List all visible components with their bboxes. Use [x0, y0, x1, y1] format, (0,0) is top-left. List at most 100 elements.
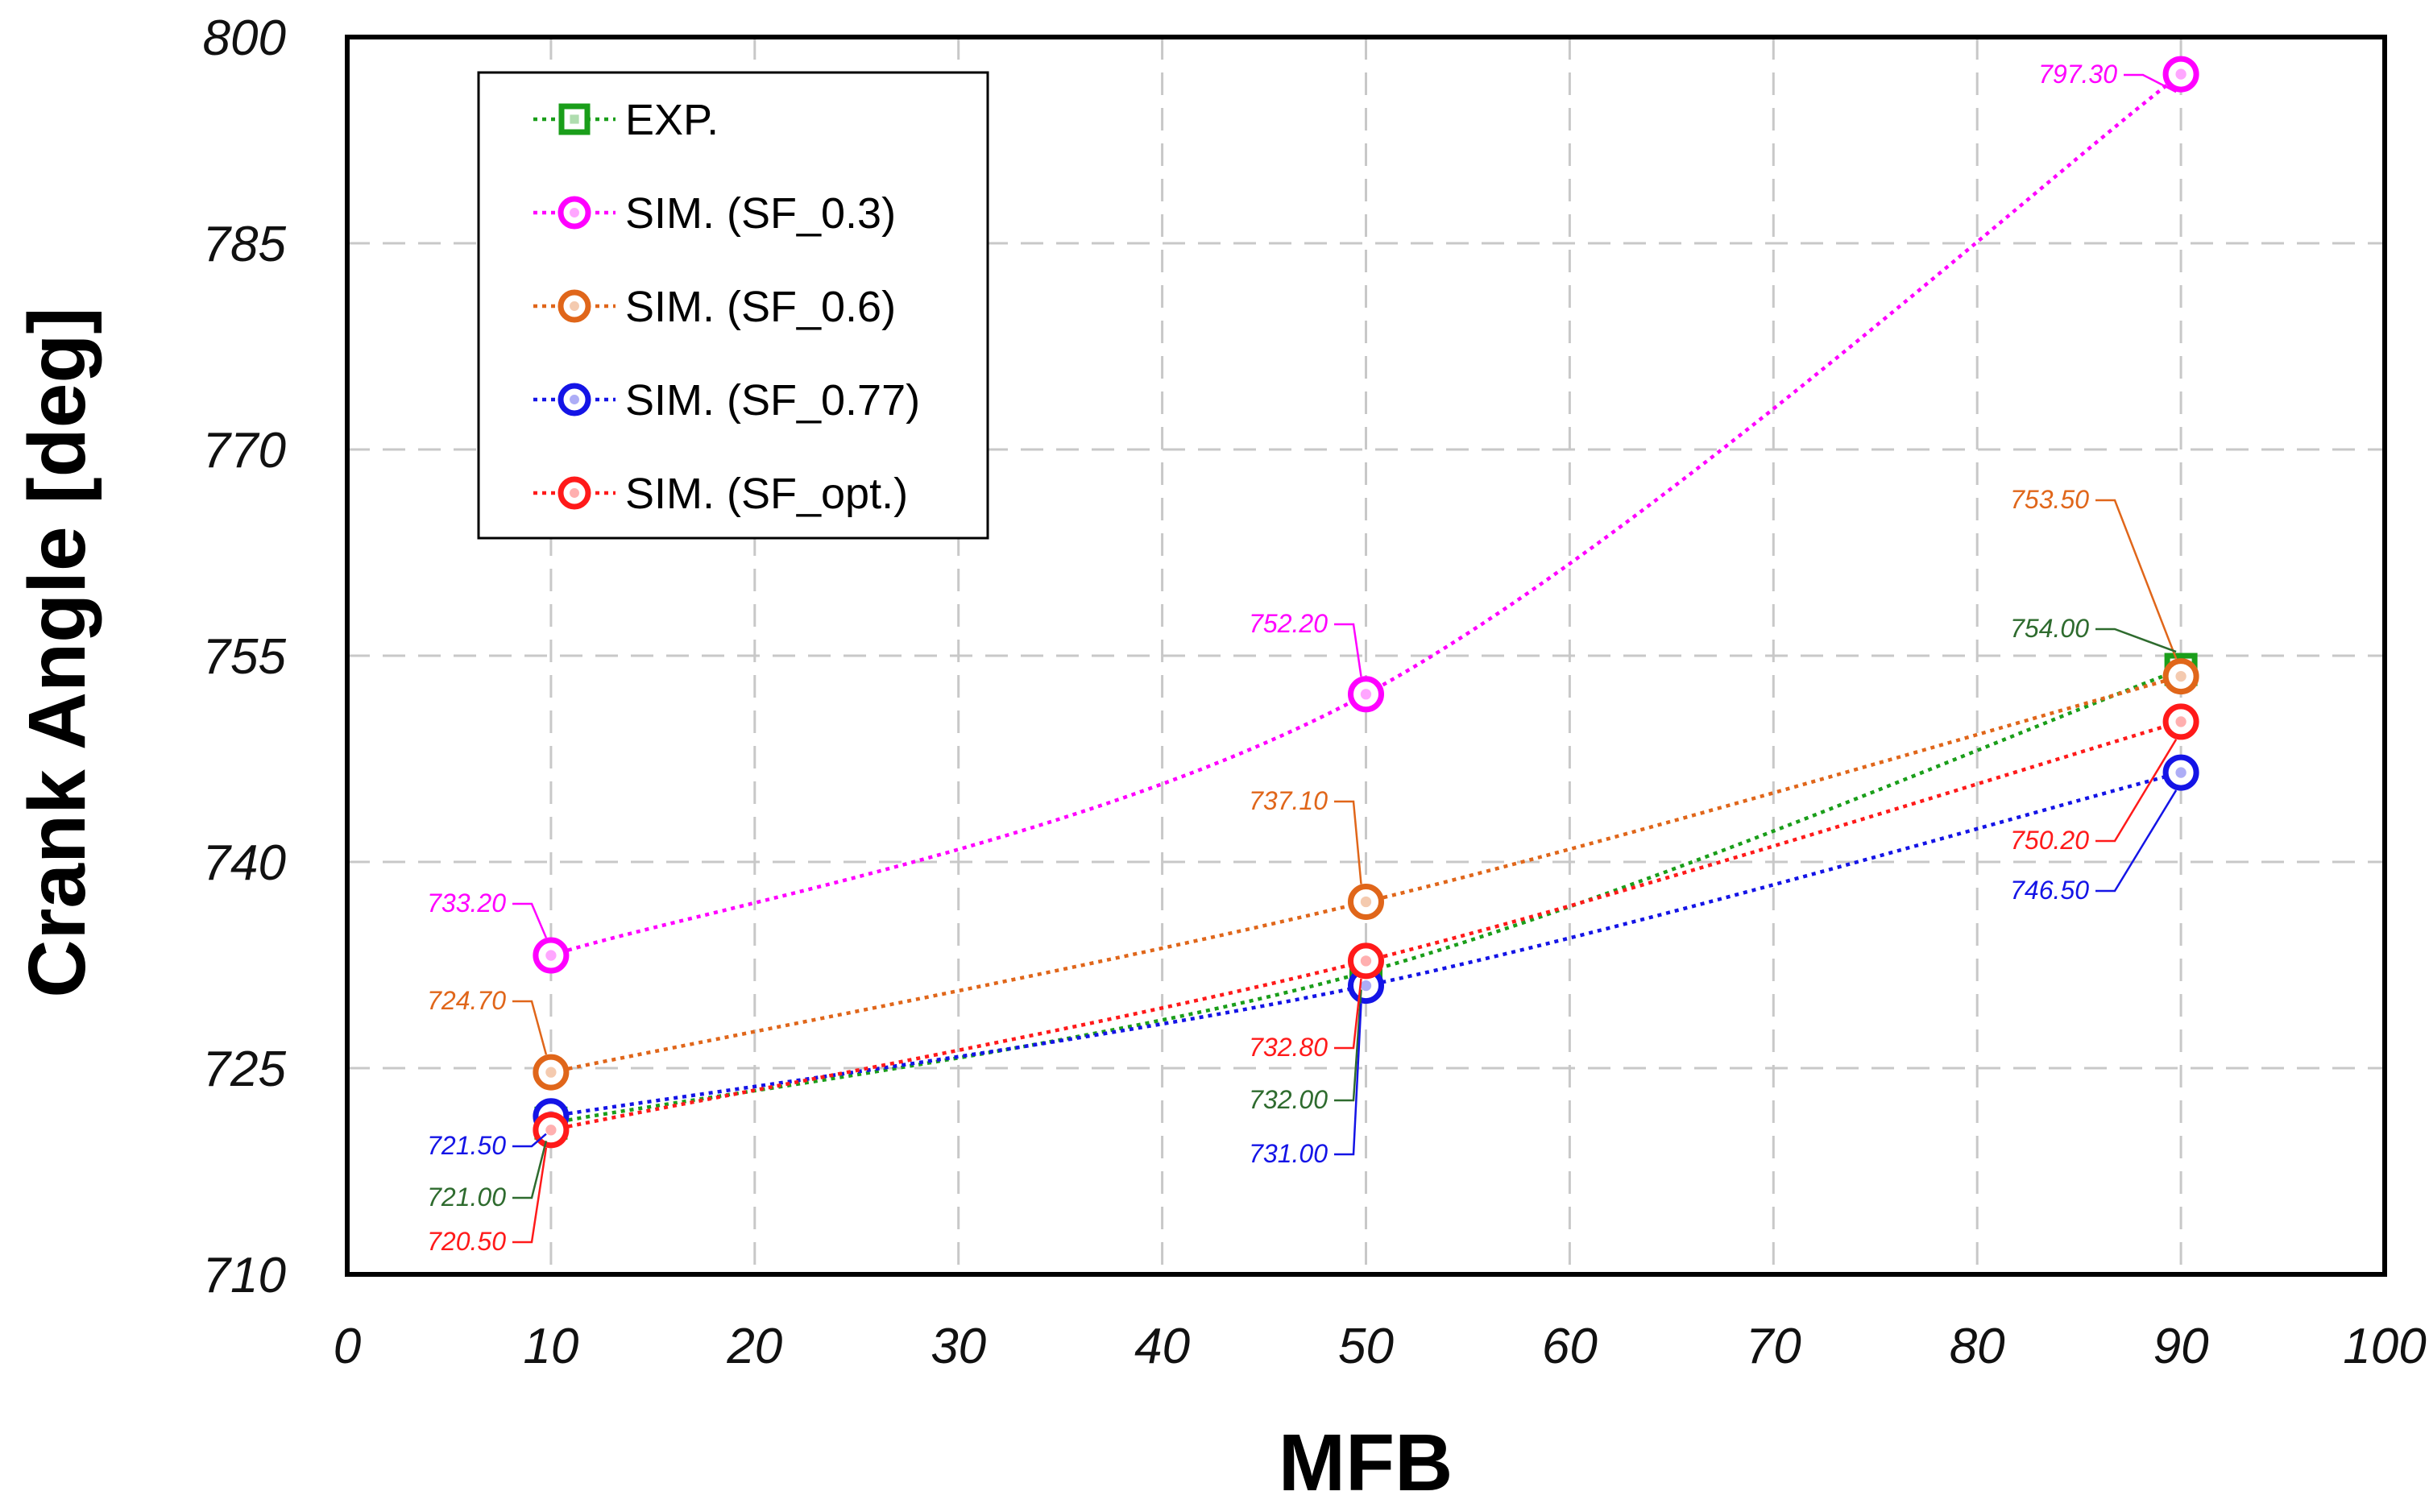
legend-marker — [558, 289, 591, 323]
series-point-inner — [1360, 896, 1372, 908]
leader-line — [2095, 499, 2178, 660]
x-tick-label: 20 — [726, 1319, 782, 1374]
legend-item-0: EXP. — [533, 96, 719, 144]
legend-marker-inner — [570, 114, 579, 124]
series-point — [533, 937, 570, 974]
legend-marker-inner — [570, 395, 579, 404]
legend-label: SIM. (SF_0.3) — [625, 189, 896, 238]
series-point-inner — [1360, 689, 1372, 700]
data-label: 720.50 — [427, 1227, 506, 1256]
x-tick-label: 30 — [931, 1319, 986, 1374]
legend-label: SIM. (SF_0.77) — [625, 376, 920, 425]
data-label: 746.50 — [2010, 876, 2089, 905]
series-point — [1348, 676, 1384, 713]
leader-line — [2095, 739, 2178, 843]
leader-line — [512, 902, 548, 938]
series-point — [2162, 754, 2199, 791]
y-tick-labels: 710 725 740 755 770 785 800 — [203, 10, 287, 1303]
leader-line — [2095, 628, 2177, 653]
data-label: 753.50 — [2010, 485, 2089, 514]
x-tick-label: 60 — [1542, 1319, 1598, 1374]
series-point — [1348, 942, 1384, 980]
legend-marker — [558, 383, 591, 416]
series-line — [550, 674, 2182, 1075]
series-group — [533, 56, 2199, 1149]
data-label: 731.00 — [1249, 1139, 1328, 1168]
x-tick-label: 90 — [2153, 1319, 2209, 1374]
series-point-inner — [545, 1125, 557, 1136]
series-point-inner — [2175, 716, 2187, 727]
legend-marker — [558, 196, 591, 230]
data-labels: 733.20 752.20 797.30 724.70 737.10 753.50 721.… — [427, 60, 2178, 1256]
data-label: 732.00 — [1249, 1085, 1328, 1114]
x-tick-labels: 0 10 20 30 40 50 60 70 80 90 100 — [334, 1319, 2427, 1374]
series-point-inner — [2175, 68, 2187, 80]
y-tick-label: 725 — [203, 1042, 287, 1097]
series-point — [1348, 883, 1384, 920]
y-tick-label: 770 — [203, 423, 286, 478]
data-label: 750.20 — [2010, 826, 2089, 855]
legend-marker — [558, 103, 591, 135]
leader-line — [1334, 623, 1362, 677]
legend-marker-inner — [570, 488, 579, 498]
leader-line — [1334, 1003, 1362, 1156]
y-tick-label: 710 — [203, 1248, 286, 1303]
legend-item-3: SIM. (SF_0.77) — [533, 376, 920, 425]
legend-marker — [558, 476, 591, 510]
series-point-inner — [1360, 980, 1372, 992]
series-line — [550, 719, 2182, 1133]
data-label: 733.20 — [427, 889, 506, 918]
leader-line — [2124, 73, 2177, 93]
x-axis-title: MFB — [1279, 1418, 1453, 1508]
data-label: 797.30 — [2038, 60, 2117, 89]
x-tick-label: 0 — [334, 1319, 361, 1374]
data-label: 724.70 — [427, 986, 506, 1015]
legend-item-1: SIM. (SF_0.3) — [533, 189, 896, 238]
leader-line — [1334, 989, 1362, 1102]
leader-line — [512, 1000, 548, 1055]
y-tick-label: 740 — [203, 835, 286, 891]
plot-frame — [345, 35, 2387, 1277]
series-point-inner — [2175, 670, 2187, 682]
legend-label: SIM. (SF_opt.) — [625, 470, 908, 518]
series-point — [2162, 658, 2199, 695]
data-label: 752.20 — [1249, 609, 1328, 638]
leader-line — [512, 1140, 548, 1199]
leader-line — [2095, 789, 2178, 893]
x-tick-label: 80 — [1950, 1319, 2005, 1374]
series-point — [2162, 703, 2199, 740]
y-tick-label: 755 — [203, 629, 287, 685]
legend: EXP. SIM. (SF_0.3) SIM. (SF_0.6) SIM. (SF_0… — [477, 71, 989, 540]
x-tick-label: 40 — [1134, 1319, 1190, 1374]
x-tick-label: 10 — [523, 1319, 578, 1374]
legend-item-2: SIM. (SF_0.6) — [533, 283, 896, 331]
legend-item-4: SIM. (SF_opt.) — [533, 470, 908, 518]
x-tick-label: 70 — [1746, 1319, 1801, 1374]
y-axis-title: Crank Angle [deg] — [12, 307, 102, 997]
x-tick-label: 100 — [2343, 1319, 2426, 1374]
data-label: 737.10 — [1249, 786, 1328, 815]
leader-line — [512, 1147, 548, 1244]
series-2 — [533, 658, 2199, 1091]
series-point — [533, 1054, 570, 1091]
legend-marker-inner — [570, 301, 579, 311]
data-label: 721.50 — [427, 1131, 506, 1160]
data-label: 754.00 — [2010, 614, 2089, 643]
data-label: 732.80 — [1249, 1033, 1328, 1062]
data-label: 721.00 — [427, 1183, 506, 1212]
leader-line — [1334, 800, 1362, 884]
series-point-inner — [545, 1067, 557, 1078]
series-3 — [533, 754, 2199, 1135]
x-tick-label: 50 — [1338, 1319, 1394, 1374]
y-tick-label: 800 — [203, 10, 286, 66]
y-tick-label: 785 — [203, 217, 287, 272]
legend-label: EXP. — [625, 96, 719, 144]
series-point — [2162, 56, 2199, 93]
series-point-inner — [545, 950, 557, 961]
legend-label: SIM. (SF_0.6) — [625, 283, 896, 331]
series-1 — [533, 56, 2199, 974]
leader-line — [1334, 978, 1362, 1050]
series-point-inner — [1360, 955, 1372, 967]
series-point-inner — [2175, 767, 2187, 778]
